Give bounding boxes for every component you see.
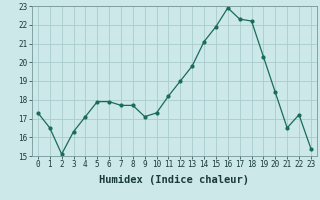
X-axis label: Humidex (Indice chaleur): Humidex (Indice chaleur) — [100, 175, 249, 185]
